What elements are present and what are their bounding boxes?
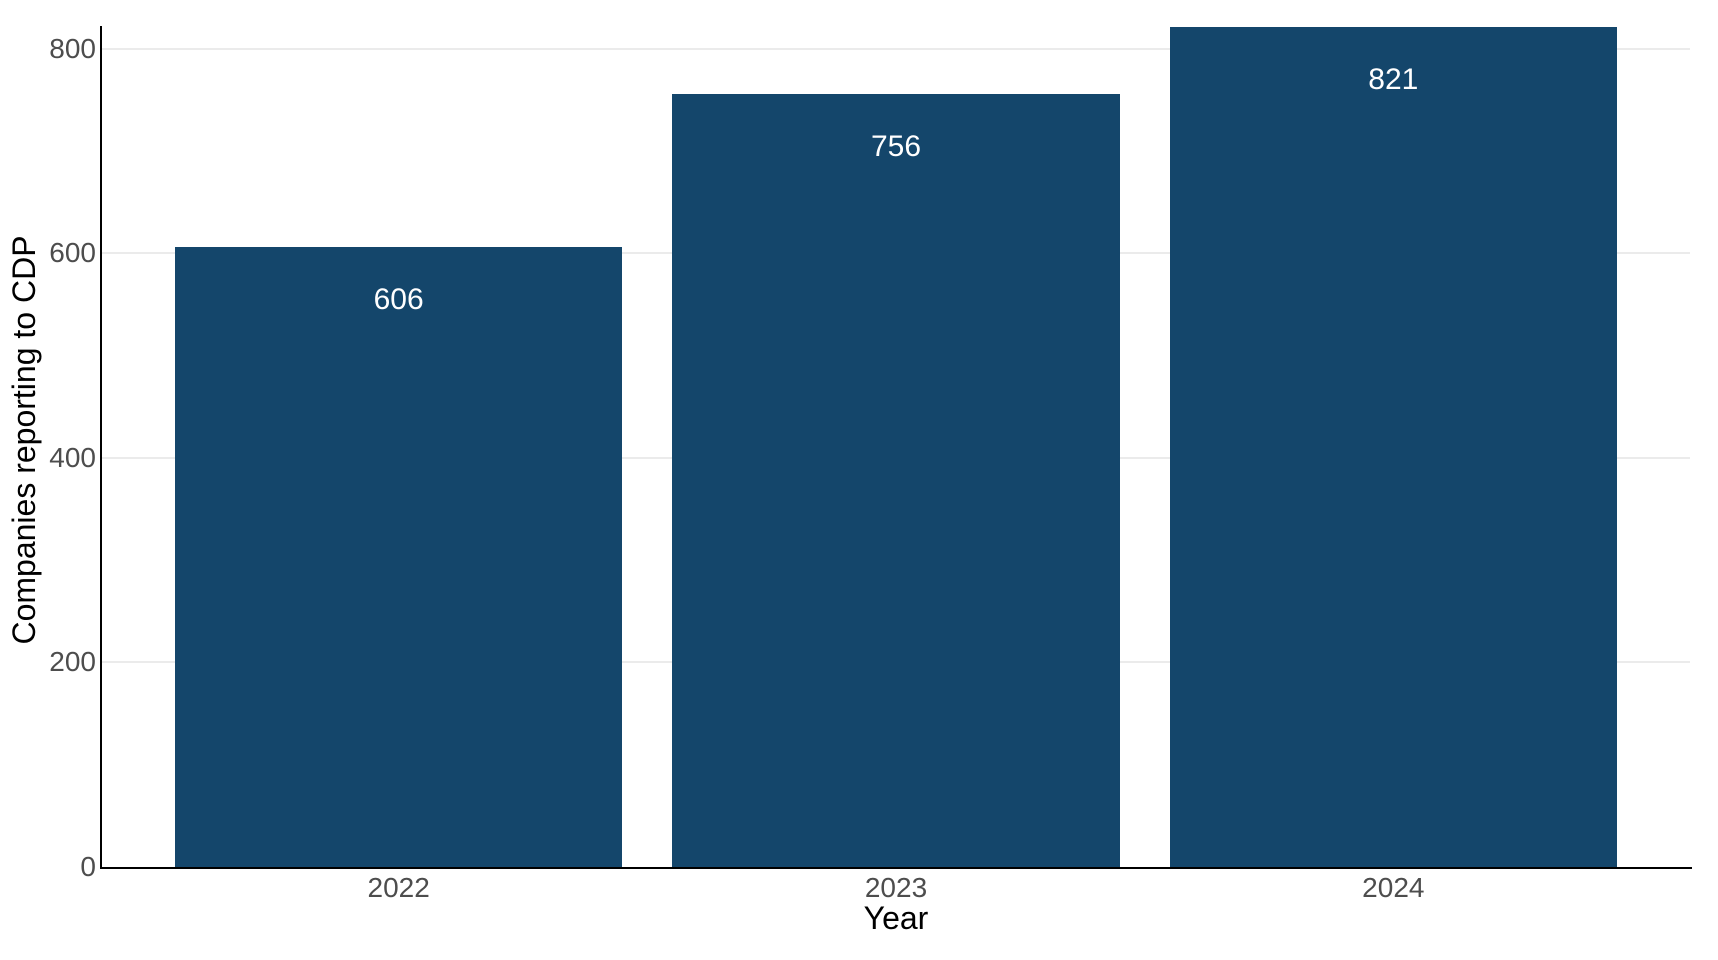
bar-2024 <box>1169 27 1618 867</box>
y-tick-label-200: 200 <box>49 646 96 678</box>
bar-value-label-2022: 606 <box>373 282 424 316</box>
y-axis-line <box>100 26 102 869</box>
y-tick-label-0: 0 <box>80 851 96 882</box>
gridline-800 <box>102 47 1690 50</box>
y-tick-label-600: 600 <box>49 237 96 269</box>
bar-value-label-2023: 756 <box>870 129 922 163</box>
x-axis-line <box>100 867 1692 869</box>
y-tick-label-800: 800 <box>49 32 96 64</box>
bar-2022 <box>174 246 623 867</box>
x-tick-label-2022: 2022 <box>367 872 430 903</box>
y-tick-label-400: 400 <box>49 441 96 473</box>
x-axis-title: Year <box>863 900 929 936</box>
x-tick-label-2024: 2024 <box>1362 872 1425 903</box>
bar-2023 <box>672 93 1120 867</box>
bar-value-label-2024: 821 <box>1368 63 1419 97</box>
y-axis-title: Companies reporting to CDP <box>6 235 42 645</box>
x-tick-label-2023: 2023 <box>864 872 928 903</box>
